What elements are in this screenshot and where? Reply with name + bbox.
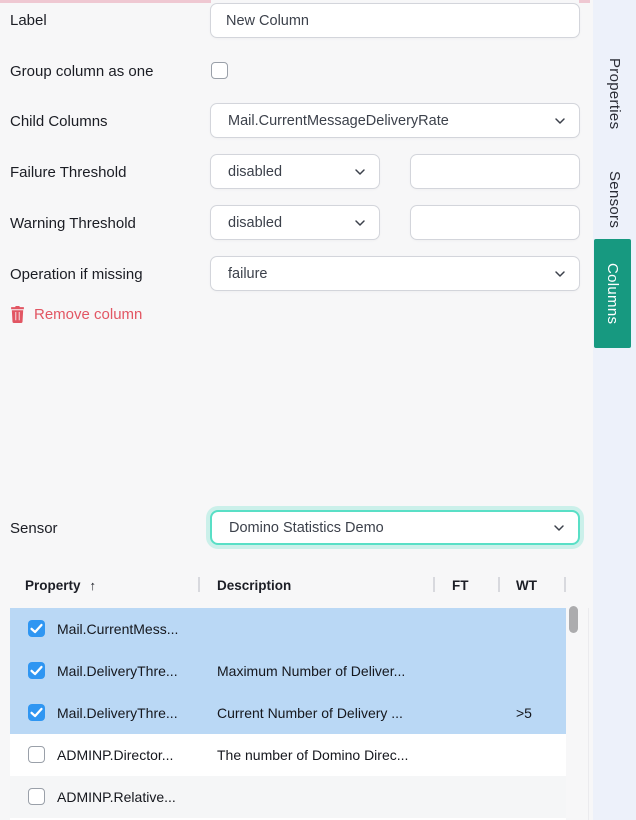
label-input-wrap [210,3,580,38]
warning-threshold-input[interactable] [426,206,564,239]
wt-cell: >5 [516,705,532,721]
remove-column-label: Remove column [34,306,143,323]
failure-threshold-mode: disabled [228,163,283,180]
property-cell: ADMINP.Relative... [57,789,176,805]
header-separator [498,577,500,592]
table-scrollbar-thumb[interactable] [569,606,578,633]
child-columns-select[interactable]: Mail.CurrentMessageDeliveryRate [210,103,580,138]
tab-properties[interactable]: Properties [606,58,623,130]
chevron-down-icon [554,524,564,531]
tab-columns[interactable]: Columns [594,239,631,348]
warning-threshold-label: Warning Threshold [10,215,136,232]
check-icon [30,707,43,718]
description-cell: Maximum Number of Deliver... [217,663,406,679]
tab-sensors[interactable]: Sensors [606,171,623,229]
top-accent-line [0,0,211,3]
chevron-down-icon [555,270,565,277]
check-icon [30,623,43,634]
header-separator [433,577,435,592]
sensor-label: Sensor [10,520,58,537]
property-cell: Mail.CurrentMess... [57,621,179,637]
failure-threshold-select[interactable]: disabled [210,154,380,189]
row-checkbox[interactable] [28,662,45,679]
chevron-down-icon [355,219,365,226]
operation-if-missing-value: failure [228,265,268,282]
property-cell: ADMINP.Director... [57,747,174,763]
table-row[interactable]: Mail.CurrentMess... [10,608,566,650]
sort-asc-icon: ↑ [89,578,97,593]
table-row[interactable]: Mail.DeliveryThre... Maximum Number of D… [10,650,566,692]
row-checkbox[interactable] [28,746,45,763]
header-separator [198,577,200,592]
label-field-label: Label [10,12,47,29]
warning-threshold-select[interactable]: disabled [210,205,380,240]
column-header-description[interactable]: Description [217,578,292,593]
sensor-select[interactable]: Domino Statistics Demo [210,510,580,545]
operation-if-missing-select[interactable]: failure [210,256,580,291]
column-header-ft[interactable]: FT [452,578,469,593]
row-checkbox[interactable] [28,788,45,805]
failure-threshold-input[interactable] [426,155,564,188]
top-accent-line [579,0,590,3]
child-columns-value: Mail.CurrentMessageDeliveryRate [228,112,449,129]
check-icon [30,665,43,676]
property-cell: Mail.DeliveryThre... [57,663,178,679]
table-row[interactable]: ADMINP.Relative... [10,776,566,818]
table-row[interactable]: Mail.DeliveryThre... Current Number of D… [10,692,566,734]
sensor-value: Domino Statistics Demo [229,519,384,536]
warning-threshold-mode: disabled [228,214,283,231]
row-checkbox[interactable] [28,704,45,721]
row-checkbox[interactable] [28,620,45,637]
failure-threshold-value-wrap [410,154,580,189]
trash-icon [11,306,24,323]
operation-if-missing-label: Operation if missing [10,266,143,283]
column-header-wt[interactable]: WT [516,578,537,593]
next-row-edge [10,818,566,820]
column-header-property[interactable]: Property ↑ [25,578,97,593]
chevron-down-icon [355,168,365,175]
property-table: Mail.CurrentMess... Mail.DeliveryThre...… [10,608,566,820]
group-column-label: Group column as one [10,63,154,80]
group-column-checkbox[interactable] [211,62,228,79]
child-columns-label: Child Columns [10,113,108,130]
property-cell: Mail.DeliveryThre... [57,705,178,721]
warning-threshold-value-wrap [410,205,580,240]
description-cell: The number of Domino Direc... [217,747,409,763]
chevron-down-icon [555,117,565,124]
remove-column-button[interactable]: Remove column [10,306,142,323]
table-row[interactable]: ADMINP.Director... The number of Domino … [10,734,566,776]
table-right-border [588,608,589,820]
failure-threshold-label: Failure Threshold [10,164,127,181]
right-tab-strip: Properties Sensors Columns [593,0,636,820]
description-cell: Current Number of Delivery ... [217,705,403,721]
label-input[interactable] [226,4,564,37]
header-separator [564,577,566,592]
